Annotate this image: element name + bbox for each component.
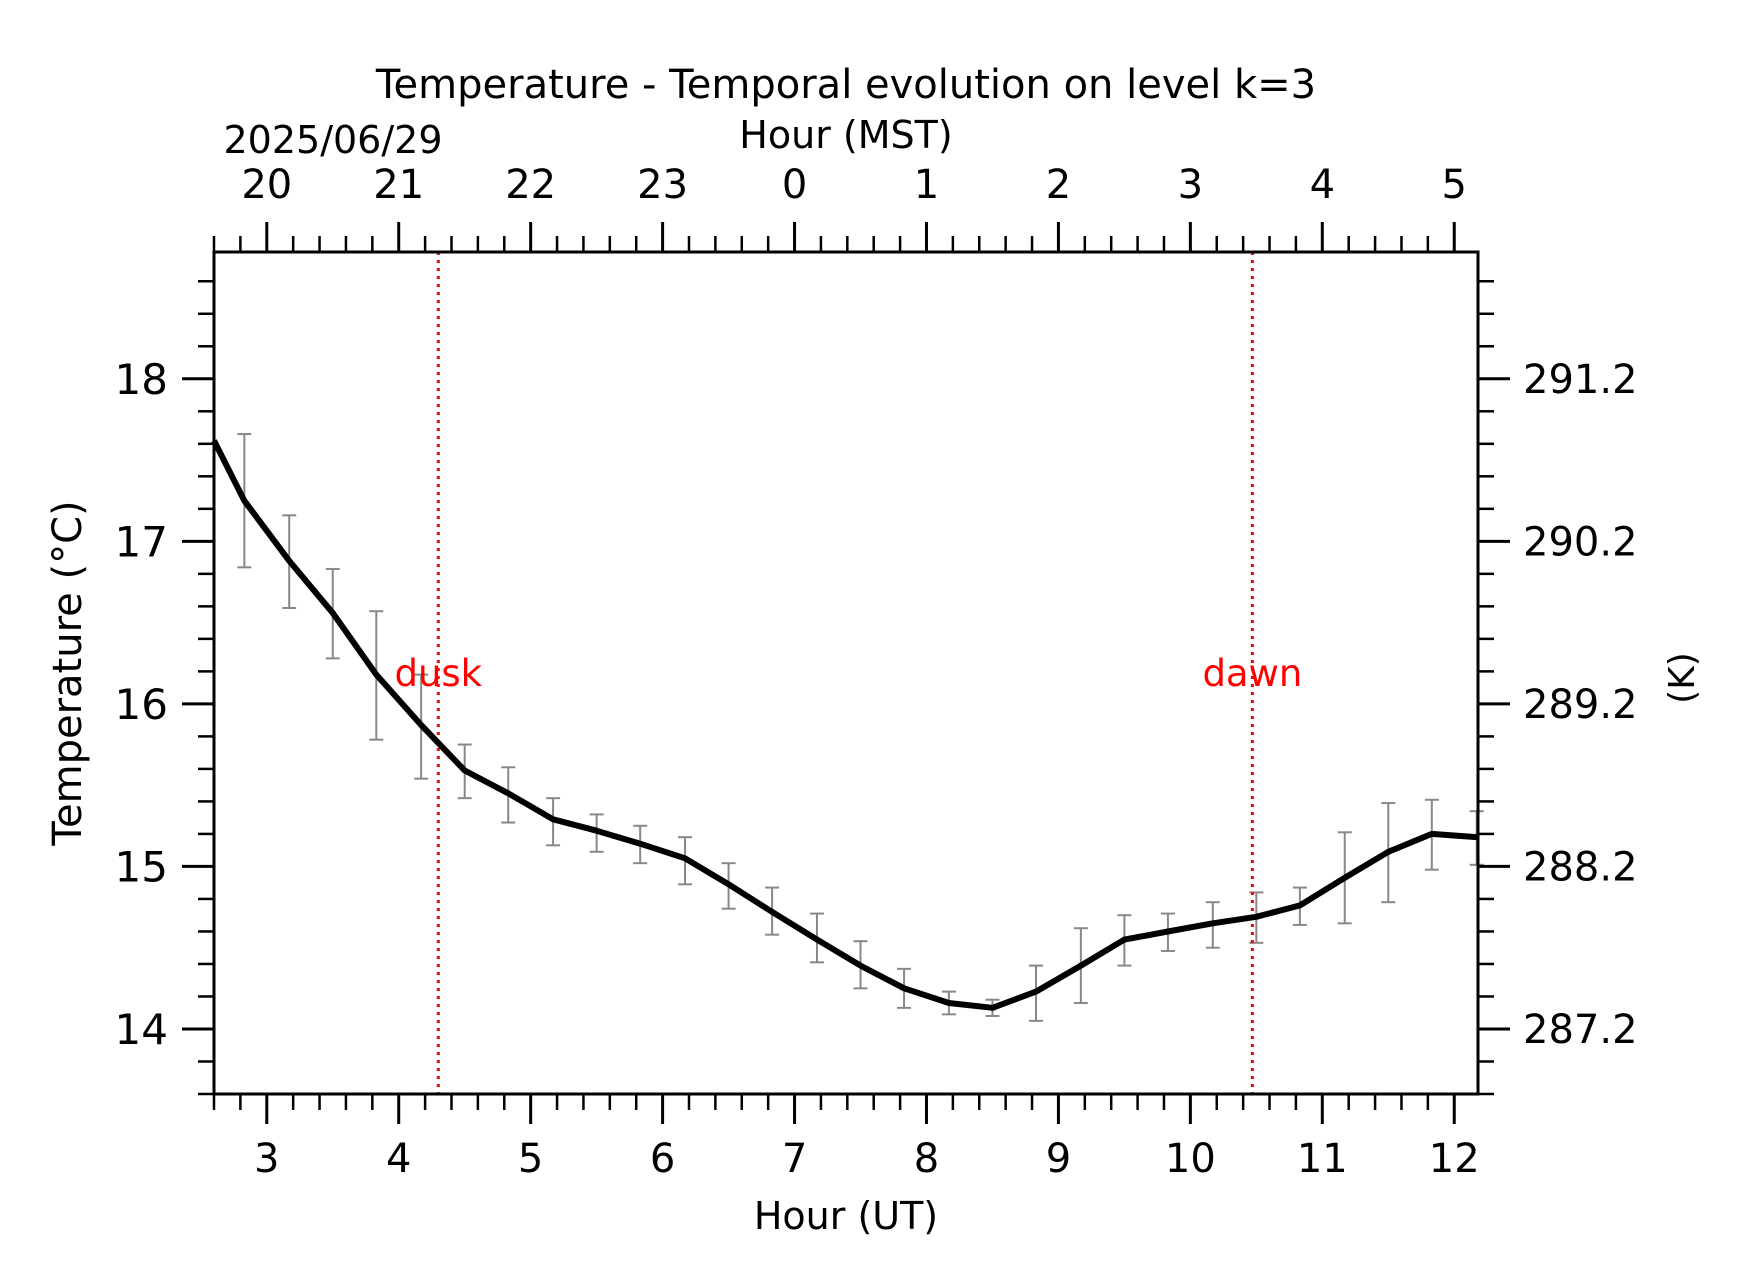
- top-tick-label: 23: [637, 162, 688, 208]
- chart-title: Temperature - Temporal evolution on leve…: [375, 62, 1316, 108]
- right-tick-label: 290.2: [1523, 519, 1638, 565]
- x-tick-label: 5: [518, 1136, 543, 1182]
- x-tick-label: 11: [1297, 1136, 1348, 1182]
- x-tick-label: 12: [1429, 1136, 1480, 1182]
- x-tick-label: 6: [650, 1136, 675, 1182]
- y-tick-label: 18: [115, 355, 168, 404]
- right-tick-label: 291.2: [1523, 357, 1638, 403]
- right-tick-label: 288.2: [1523, 844, 1638, 890]
- top-tick-label: 0: [782, 162, 807, 208]
- top-tick-label: 22: [505, 162, 556, 208]
- y-tick-label: 15: [115, 842, 168, 891]
- x-tick-label: 4: [386, 1136, 411, 1182]
- right-tick-label: 287.2: [1523, 1007, 1638, 1053]
- x-tick-label: 3: [254, 1136, 279, 1182]
- x-axis-label: Hour (UT): [754, 1194, 938, 1238]
- top-axis-label: Hour (MST): [739, 113, 952, 157]
- top-tick-label: 21: [373, 162, 424, 208]
- top-tick-label: 1: [914, 162, 939, 208]
- y-axis-label: Temperature (°C): [45, 500, 91, 846]
- top-tick-label: 2: [1046, 162, 1071, 208]
- x-tick-label: 9: [1046, 1136, 1071, 1182]
- date-label: 2025/06/29: [223, 118, 442, 162]
- plot-frame: [212, 250, 1480, 1096]
- temperature-series-line: [211, 439, 1479, 1011]
- x-tick-label: 8: [914, 1136, 939, 1182]
- y-tick-label: 17: [115, 517, 168, 566]
- dusk-label: dusk: [394, 652, 482, 695]
- top-tick-label: 20: [241, 162, 292, 208]
- y-tick-label: 16: [115, 680, 168, 729]
- dawn-label: dawn: [1202, 652, 1302, 695]
- top-tick-label: 3: [1178, 162, 1203, 208]
- top-tick-label: 5: [1442, 162, 1467, 208]
- x-tick-label: 7: [782, 1136, 807, 1182]
- y-tick-label: 14: [115, 1005, 168, 1054]
- axis-tick-labels: 3 20 4 21 5 22 6 23 7 0 8 1 9 2 10 3 11 4 12 5 14 287.2 15 288.…: [115, 162, 1638, 1182]
- x-tick-label: 10: [1165, 1136, 1216, 1182]
- axis-ticks: [182, 222, 1510, 1124]
- top-tick-label: 4: [1310, 162, 1335, 208]
- right-axis-label: (K): [1662, 652, 1703, 704]
- event-labels: dusk dawn: [394, 652, 1302, 695]
- right-tick-label: 289.2: [1523, 682, 1638, 728]
